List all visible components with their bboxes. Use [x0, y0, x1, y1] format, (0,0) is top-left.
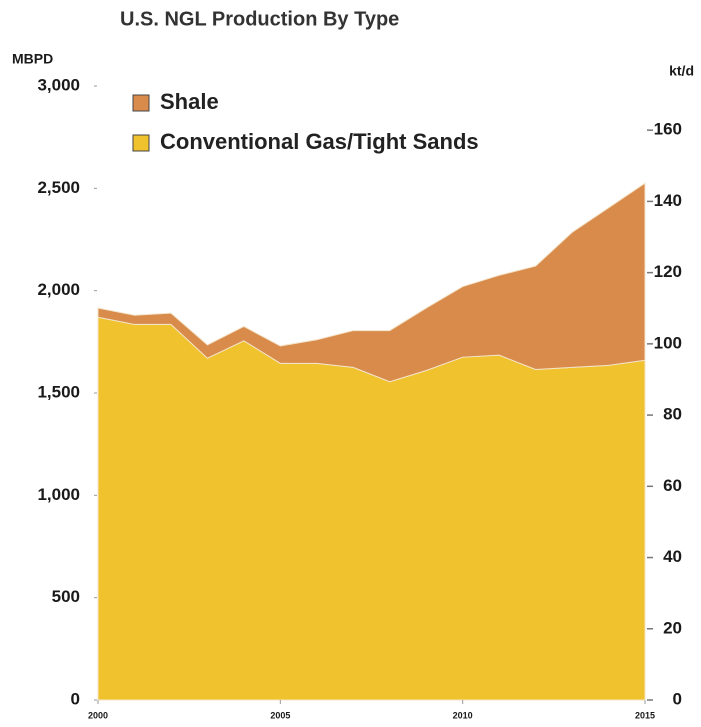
- x-tick-label: 2010: [453, 710, 473, 720]
- y-tick-label: 1,500: [37, 382, 80, 401]
- y2-tick-label: 0: [673, 689, 682, 708]
- x-tick-label: 2015: [635, 710, 655, 720]
- y2-tick-label: 80: [663, 405, 682, 424]
- y2-tick-label: 120: [654, 262, 682, 281]
- legend-swatch: [132, 134, 150, 152]
- y2-tick-label: 140: [654, 191, 682, 210]
- y-tick-label: 2,500: [37, 178, 80, 197]
- area: [97, 182, 646, 383]
- legend-label: Shale: [160, 89, 219, 114]
- y-tick-label: 3,000: [37, 75, 80, 94]
- y2-tick-label: 160: [654, 120, 682, 139]
- x-tick-label: 2000: [88, 710, 108, 720]
- x-tick-label: 2005: [270, 710, 290, 720]
- y2-tick-label: 100: [654, 333, 682, 352]
- chart-title: U.S. NGL Production By Type: [120, 8, 399, 30]
- y-axis-label: MBPD: [12, 51, 53, 67]
- y2-tick-label: 40: [663, 547, 682, 566]
- y-tick-label: 500: [52, 587, 80, 606]
- y2-axis-label: kt/d: [669, 63, 694, 79]
- y2-tick-label: 20: [663, 618, 682, 637]
- legend-swatch: [132, 94, 150, 112]
- legend-label: Conventional Gas/Tight Sands: [160, 129, 479, 154]
- y-tick-label: 0: [71, 689, 80, 708]
- y2-tick-label: 60: [663, 476, 682, 495]
- y-tick-label: 2,000: [37, 280, 80, 299]
- y-tick-label: 1,000: [37, 485, 80, 504]
